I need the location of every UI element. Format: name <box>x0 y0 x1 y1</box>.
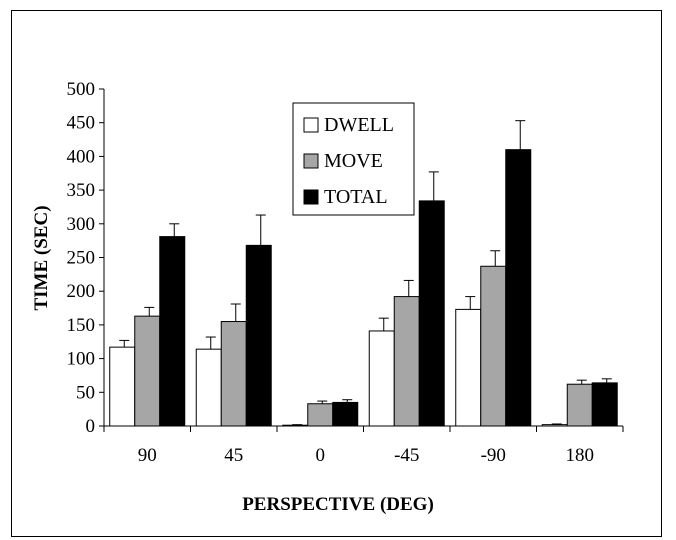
bar-dwell--45 <box>368 330 395 427</box>
y-tick-label-100: 100 <box>67 349 96 370</box>
bar-total-90 <box>159 236 186 427</box>
bar-move-0 <box>307 403 334 427</box>
bar-move-90 <box>134 315 161 427</box>
bar-total-180 <box>591 382 618 427</box>
legend-label-move: MOVE <box>324 150 383 172</box>
chart-frame <box>11 10 662 537</box>
y-tick-label-250: 250 <box>67 248 96 269</box>
bar-dwell-90 <box>109 346 136 427</box>
bar-total--90 <box>505 149 532 427</box>
bar-move-180 <box>566 383 593 427</box>
bar-move--90 <box>480 265 507 427</box>
legend-label-dwell: DWELL <box>324 114 394 136</box>
bar-dwell-45 <box>195 348 222 427</box>
y-axis-title: TIME (SEC) <box>31 205 52 310</box>
x-tick-label-45: 45 <box>224 445 243 466</box>
y-tick-label-50: 50 <box>76 382 95 403</box>
x-tick-label-90: 90 <box>138 445 157 466</box>
bar-total--45 <box>418 200 445 427</box>
bars-layer <box>109 120 618 427</box>
x-tick-label--90: -90 <box>481 445 506 466</box>
y-tick-label-450: 450 <box>67 113 96 134</box>
legend-label-total: TOTAL <box>324 186 388 208</box>
bar-total-45 <box>245 244 272 427</box>
y-tick-label-150: 150 <box>67 315 96 336</box>
legend-swatch-dwell <box>303 117 319 133</box>
legend: DWELL MOVE TOTAL <box>292 102 415 216</box>
y-tick-label-500: 500 <box>67 79 96 100</box>
y-tick-label-350: 350 <box>67 180 96 201</box>
legend-swatch-move <box>303 153 319 169</box>
x-tick-label--45: -45 <box>394 445 419 466</box>
bar-total-0 <box>332 401 359 427</box>
bar-move-45 <box>220 321 247 427</box>
bar-dwell--90 <box>455 308 482 427</box>
y-tick-label-200: 200 <box>67 281 96 302</box>
y-tick-label-300: 300 <box>67 214 96 235</box>
y-tick-label-0: 0 <box>86 416 96 437</box>
bar-move--45 <box>393 296 420 427</box>
x-axis-title: PERSPECTIVE (DEG) <box>242 494 434 515</box>
legend-swatch-total <box>303 189 319 205</box>
x-tick-label-180: 180 <box>566 445 595 466</box>
y-tick-label-400: 400 <box>67 146 96 167</box>
x-tick-label-0: 0 <box>316 445 326 466</box>
